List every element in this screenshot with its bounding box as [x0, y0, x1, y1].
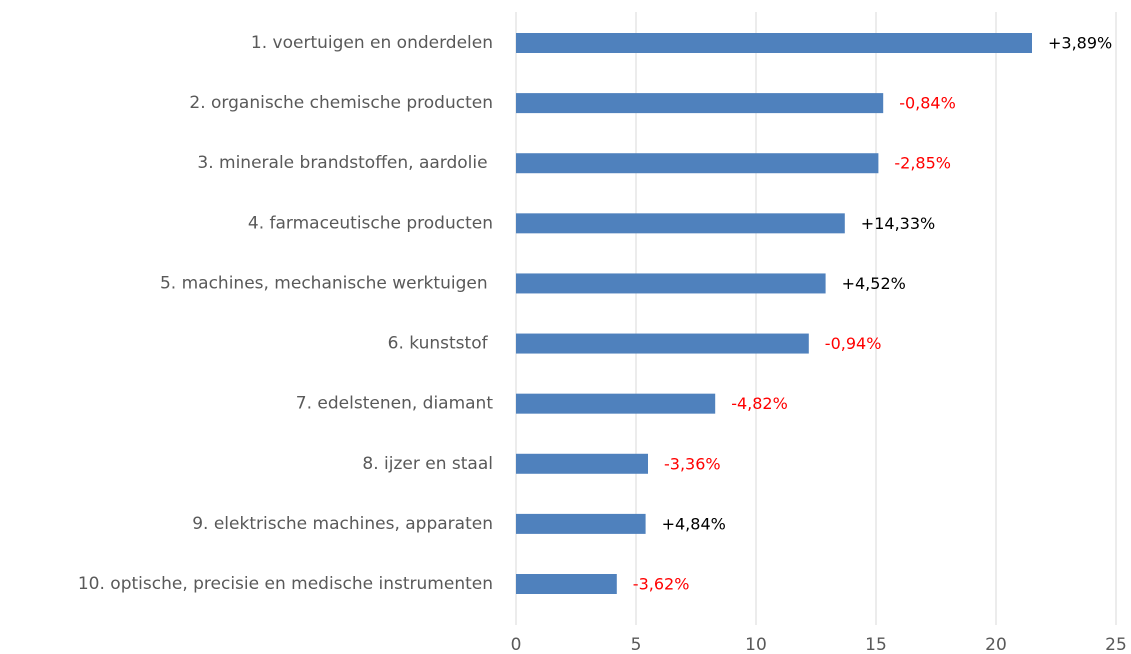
bar [516, 273, 826, 294]
bar [516, 393, 716, 414]
bar [516, 93, 884, 114]
x-tick-label: 10 [745, 635, 767, 654]
x-tick-label: 25 [1105, 635, 1127, 654]
bar [516, 213, 845, 234]
category-label: 9. elektrische machines, apparaten [192, 514, 493, 534]
bar [516, 453, 648, 474]
data-annotation: +4,84% [662, 514, 726, 533]
data-annotation: +14,33% [861, 214, 935, 233]
data-annotation: -3,36% [664, 454, 721, 473]
x-tick-label: 5 [631, 635, 642, 654]
category-label: 2. organische chemische producten [189, 93, 493, 113]
x-tick-label: 15 [865, 635, 887, 654]
bar [516, 574, 617, 594]
data-annotation: -0,84% [899, 94, 956, 113]
x-tick-label: 0 [511, 635, 522, 654]
category-label: 10. optische, precisie en medische instr… [78, 574, 493, 594]
data-annotation: -4,82% [731, 394, 788, 413]
x-tick-label: 20 [985, 635, 1007, 654]
data-annotation: -3,62% [633, 575, 690, 594]
category-label: 3. minerale brandstoffen, aardolie [197, 153, 493, 173]
bar [516, 513, 646, 534]
category-label: 6. kunststof [388, 334, 493, 354]
category-label: 4. farmaceutische producten [248, 213, 493, 233]
data-annotation: -0,94% [825, 334, 882, 353]
category-label: 8. ijzer en staal [362, 454, 493, 474]
data-annotation: +4,52% [842, 274, 906, 293]
data-annotation: +3,89% [1048, 34, 1112, 53]
category-label: 7. edelstenen, diamant [296, 394, 494, 414]
category-label: 5. machines, mechanische werktuigen [160, 273, 493, 293]
bar [516, 33, 1032, 53]
category-label: 1. voertuigen en onderdelen [251, 33, 493, 53]
data-annotation: -2,85% [894, 154, 951, 173]
bar [516, 333, 809, 354]
bar [516, 153, 879, 174]
